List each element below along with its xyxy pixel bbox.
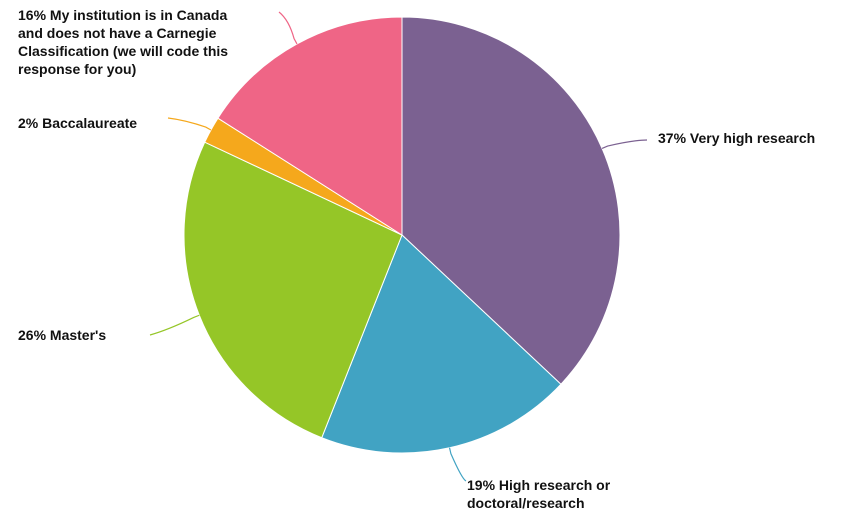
leader-line-3 [149, 314, 200, 336]
slice-labels: 37% Very high research 19% High research … [18, 7, 815, 511]
pie-slice-3 [183, 141, 403, 439]
slice-label-line: doctoral/research [467, 495, 585, 511]
slice-label-5: 16% My institution is in Canada and does … [18, 7, 228, 77]
slice-label-4: 2% Baccalaureate [18, 115, 137, 131]
leader-line-5 [278, 11, 298, 45]
slice-label-line: response for you) [18, 61, 136, 77]
slice-label-line: 37% Very high research [658, 130, 815, 146]
slice-label-3: 26% Master's [18, 327, 106, 343]
slice-label-line: 26% Master's [18, 327, 106, 343]
slice-label-1: 37% Very high research [658, 130, 815, 146]
pie-slice-1 [401, 16, 621, 385]
slice-label-line: Classification (we will code this [18, 43, 228, 59]
leader-line-2 [448, 447, 467, 482]
leader-line-1 [601, 139, 648, 149]
pie-slices [183, 16, 621, 454]
pie-slice-5 [217, 16, 403, 236]
slice-label-2: 19% High research or doctoral/research [467, 477, 611, 511]
slice-label-line: 2% Baccalaureate [18, 115, 137, 131]
leader-line-4 [167, 117, 212, 131]
pie-slice-2 [321, 234, 562, 454]
slice-label-line: and does not have a Carnegie [18, 25, 217, 41]
leader-lines [149, 11, 648, 482]
slice-label-line: 19% High research or [467, 477, 611, 493]
slice-label-line: 16% My institution is in Canada [18, 7, 227, 23]
